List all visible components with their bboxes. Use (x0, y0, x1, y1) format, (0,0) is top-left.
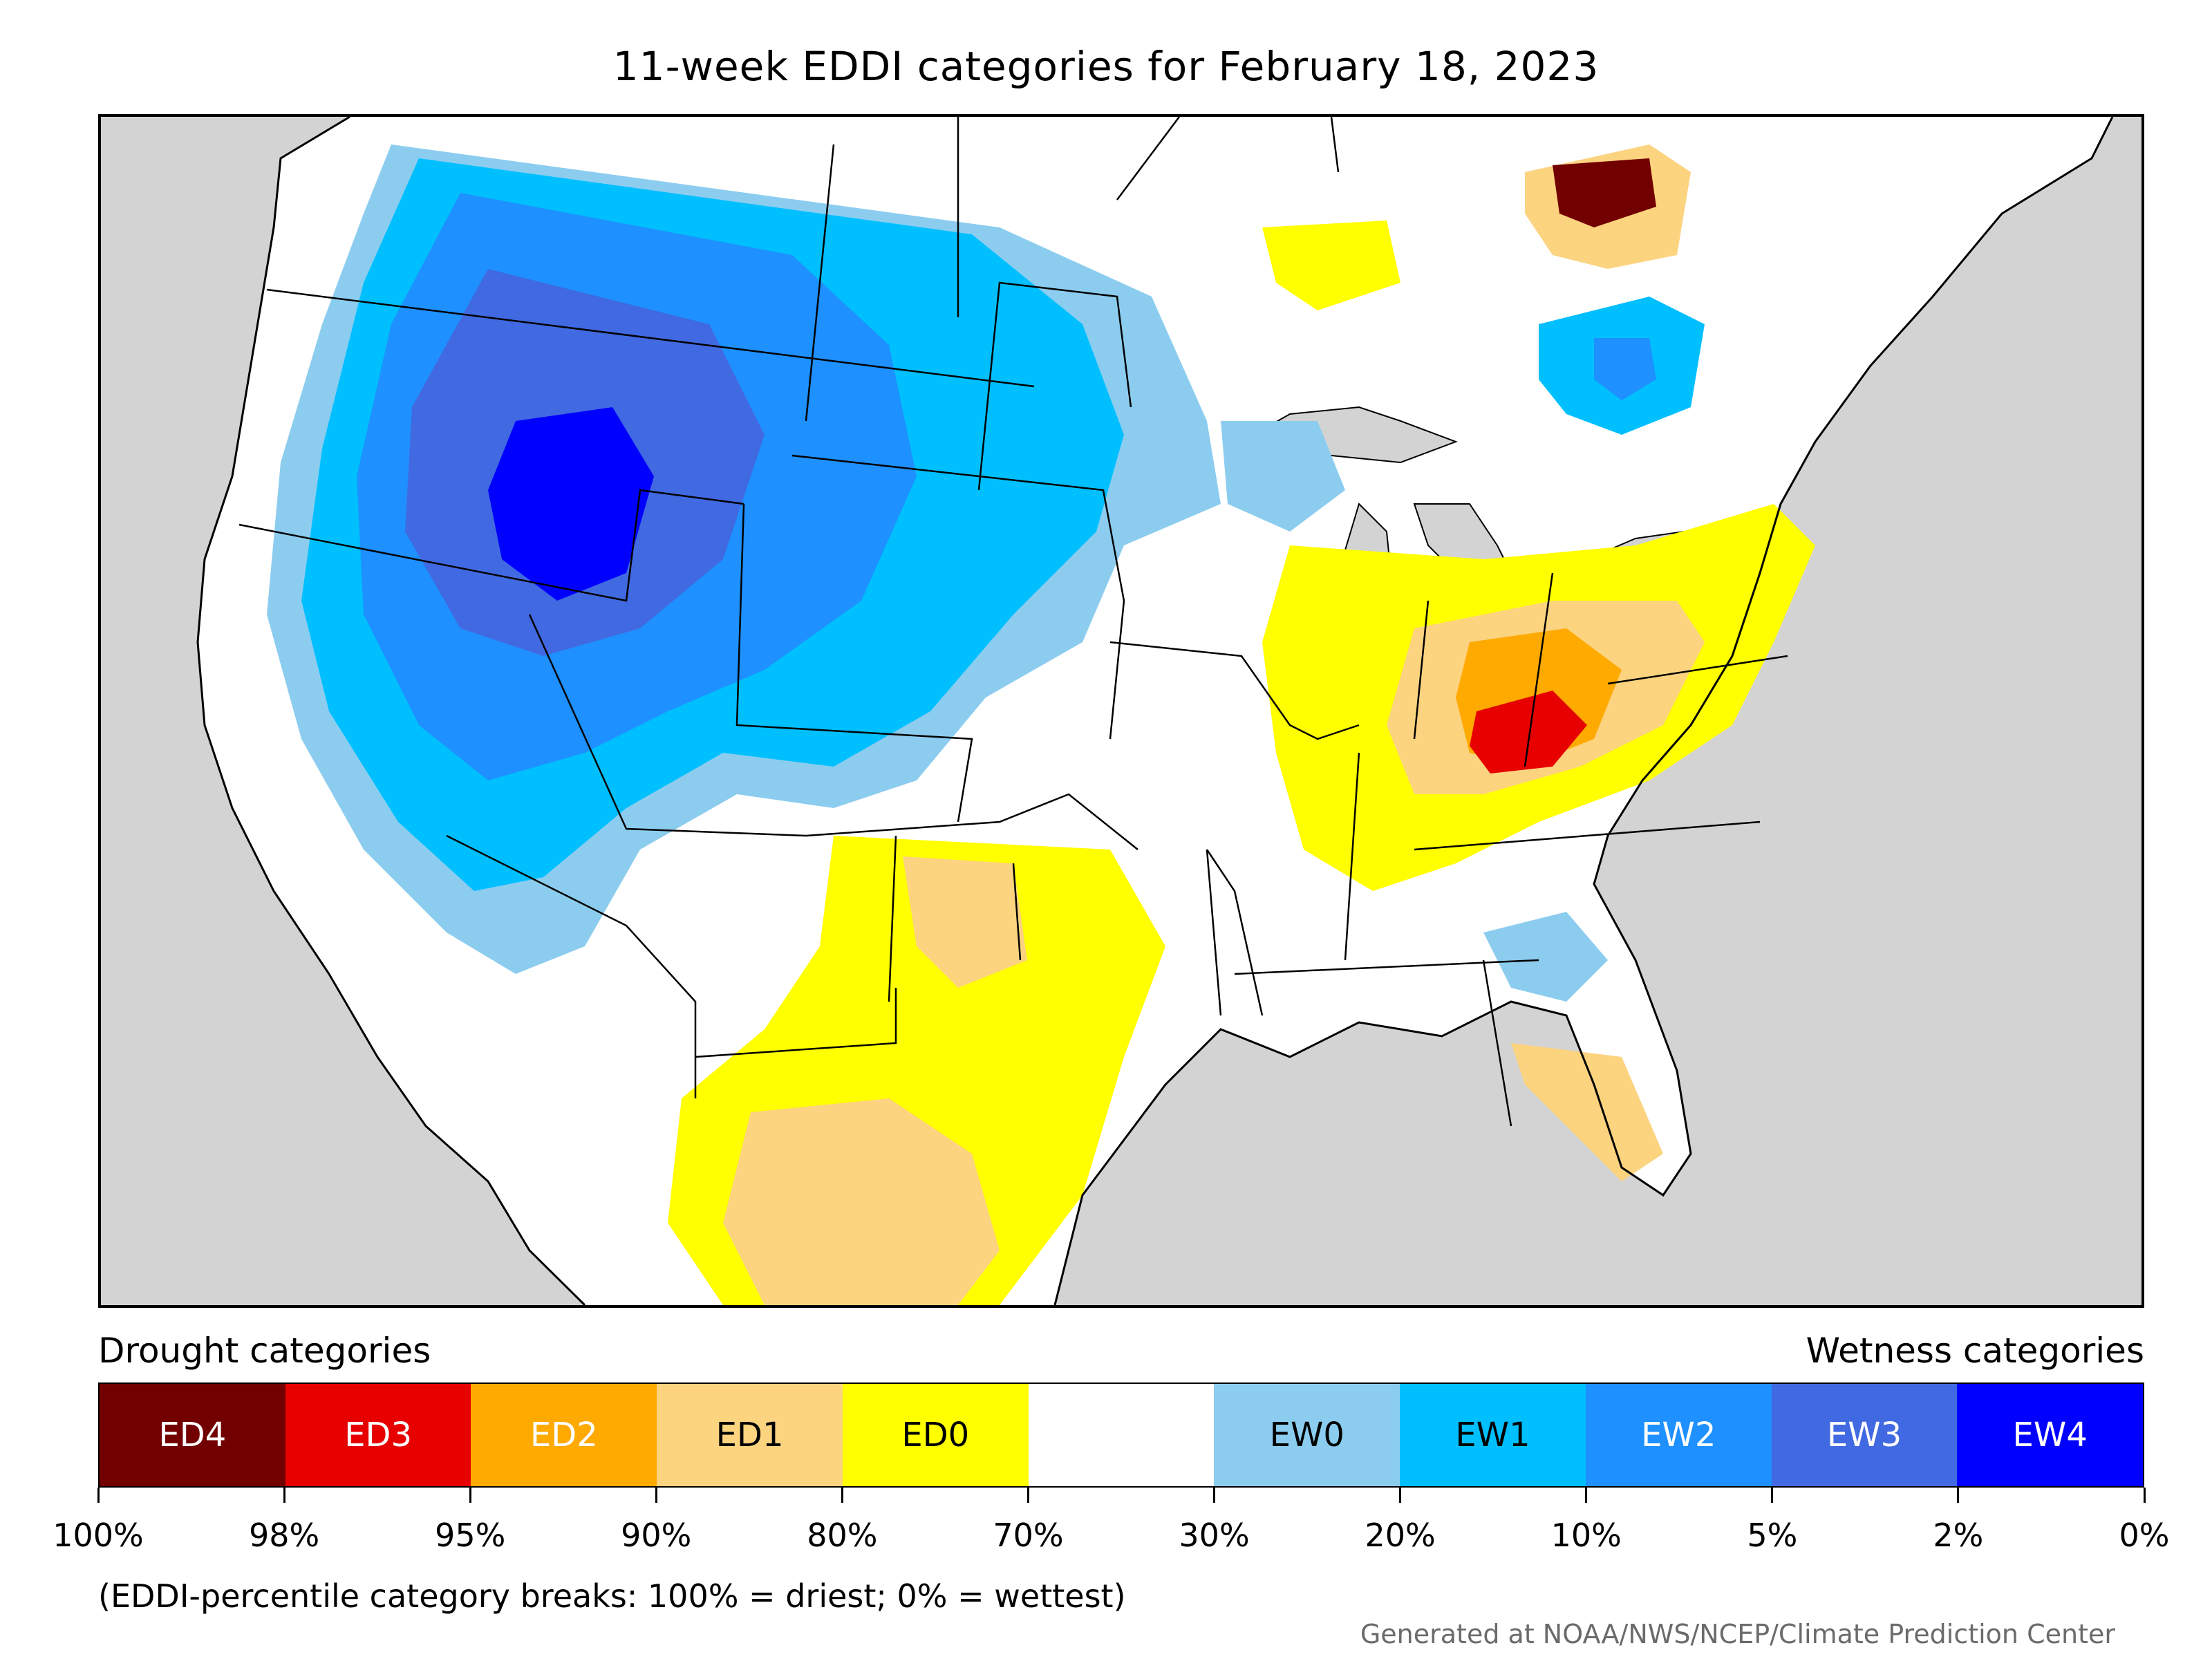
wetness-regions (267, 144, 1705, 1002)
tick-label: 30% (1179, 1517, 1250, 1554)
state-boundaries (238, 117, 1788, 1127)
tick-mark (1213, 1488, 1216, 1503)
tick-mark (97, 1488, 100, 1503)
tick-mark (1399, 1488, 1402, 1503)
tick-label: 95% (435, 1517, 506, 1554)
percentile-ticks: 100% 98% 95% 90% 80% 70% 30% 20% 10% 5% 2% 0% (53, 1488, 2169, 1557)
tick-label: 10% (1550, 1517, 1622, 1554)
legend-category-ed0: ED0 (842, 1384, 1029, 1486)
legend-category-ew4: EW4 (1957, 1384, 2144, 1486)
coastline (196, 117, 2114, 1305)
map-title: 11-week EDDI categories for February 18,… (612, 43, 1600, 90)
tick-label: 80% (807, 1517, 878, 1554)
tick-label: 20% (1365, 1517, 1436, 1554)
tick-label: 98% (248, 1517, 320, 1554)
legend-category-ed2: ED2 (471, 1384, 657, 1486)
tick-mark (283, 1488, 285, 1503)
legend-category-ed3: ED3 (285, 1384, 471, 1486)
legend-category-ew3: EW3 (1771, 1384, 1958, 1486)
tick-label: 5% (1747, 1517, 1798, 1554)
legend-category-ew1: EW1 (1400, 1384, 1586, 1486)
tick-mark (655, 1488, 657, 1503)
eddi-map (98, 114, 2144, 1308)
tick-mark (1957, 1488, 1960, 1503)
tick-label: 2% (1933, 1517, 1984, 1554)
tick-mark (2143, 1488, 2146, 1503)
credit-line: Generated at NOAA/NWS/NCEP/Climate Predi… (1360, 1619, 2115, 1649)
tick-mark (1585, 1488, 1588, 1503)
tick-mark (1771, 1488, 1774, 1503)
wetness-categories-heading: Wetness categories (1806, 1331, 2144, 1371)
category-colorbar: ED4 ED3 ED2 ED1 ED0 EW0 EW1 EW2 EW3 EW4 (98, 1382, 2144, 1488)
legend-category-neutral (1028, 1384, 1215, 1486)
tick-mark (469, 1488, 471, 1503)
tick-label: 0% (2119, 1517, 2170, 1554)
tick-mark (1027, 1488, 1029, 1503)
legend-category-ew2: EW2 (1585, 1384, 1772, 1486)
legend-category-ed1: ED1 (657, 1384, 843, 1486)
drought-categories-heading: Drought categories (98, 1331, 431, 1371)
tick-mark (841, 1488, 843, 1503)
tick-label: 70% (993, 1517, 1064, 1554)
tick-label: 100% (53, 1517, 144, 1554)
legend-category-ed4: ED4 (100, 1384, 285, 1486)
category-breaks-note: (EDDI-percentile category breaks: 100% =… (98, 1577, 1126, 1615)
legend-category-ew0: EW0 (1214, 1384, 1400, 1486)
tick-label: 90% (621, 1517, 692, 1554)
drought-regions (668, 144, 1815, 1305)
